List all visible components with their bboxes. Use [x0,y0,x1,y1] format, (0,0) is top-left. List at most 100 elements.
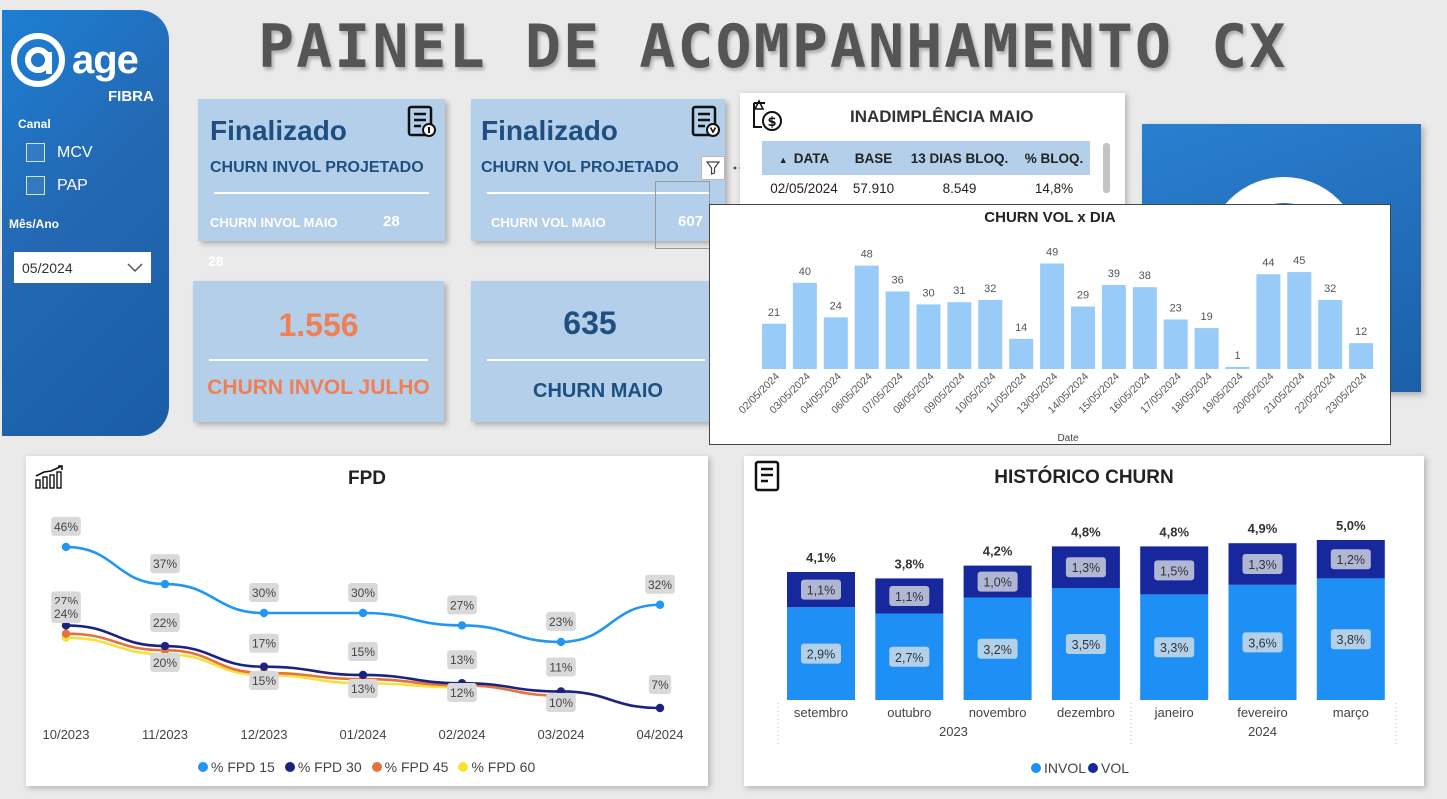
kpi-invol-julho-label: CHURN INVOL JULHO [207,376,430,399]
column-header-pct-bloq[interactable]: % BLOQ. [1018,141,1090,175]
total-label: 4,1% [806,550,836,565]
data-label: 24% [54,607,78,621]
logo-subtext: FIBRA [108,88,154,105]
bar [1349,343,1374,369]
data-point [259,608,269,618]
data-label-bg [1065,557,1106,578]
data-label: 22% [153,616,177,630]
total-label: 4,8% [1071,524,1101,539]
legend-fpd60[interactable]: % FPD 60 [458,759,535,775]
historico-churn-panel: HISTÓRICO CHURN 2,9% 1,1% 4,1% setembro 2,7%… [744,456,1424,786]
mes-ano-dropdown[interactable]: 05/2024 [14,252,151,283]
x-tick-label: 03/2024 [538,727,585,742]
data-label: 19 [1200,311,1212,323]
invol-maio-label: CHURN INVOL MAIO [210,215,338,230]
data-label-bg [648,675,672,694]
vol-status: Finalizado [481,115,618,146]
churn-vol-dia-panel: CHURN VOL x DIA 21 02/05/2024 40 03/05/2024… [709,204,1391,445]
sidebar: age FIBRA Canal MCV PAP Mês/Ano 05/2024 [2,10,169,436]
data-label-bg [447,650,477,670]
bar [1287,272,1312,369]
bar [1040,263,1065,369]
divider [487,192,709,194]
pap-label: PAP [57,176,88,194]
x-tick-label: fevereiro [1237,705,1288,720]
column-header-dias-bloq[interactable]: 13 DIAS BLOQ. [901,141,1018,175]
filter-button[interactable] [701,156,725,180]
pap-checkbox[interactable] [26,176,45,195]
historico-legend: INVOL VOL [1031,760,1129,776]
x-tick-label: setembro [794,705,848,720]
bar [762,323,786,369]
x-tick-label: dezembro [1057,705,1115,720]
legend-invol[interactable]: INVOL [1031,760,1086,776]
data-label-bg [889,586,930,606]
bar [916,304,941,369]
data-point [457,621,467,630]
legend-fpd45[interactable]: % FPD 45 [371,759,448,775]
data-label-bg [977,571,1018,592]
data-point [358,670,368,680]
data-label: 11% [549,660,572,674]
vol-maio-value: 607 [678,213,704,230]
data-label: 14 [1015,322,1027,334]
total-label: 4,8% [1159,524,1189,539]
data-label: 2,9% [807,648,836,662]
divider [214,192,429,194]
data-label: 30 [922,287,934,299]
data-label: 29 [1077,290,1089,302]
column-header-base[interactable]: BASE [846,141,901,175]
divider [209,359,428,361]
column-header-data[interactable]: ▲ DATA [762,141,846,175]
data-label: 3,3% [1160,641,1189,655]
x-tick-label: janeiro [1154,705,1194,720]
data-label-bg [546,657,576,677]
page-title: PAINEL DE ACOMPANHAMENTO CX [258,12,1288,82]
data-point [160,579,170,589]
legend-fpd15[interactable]: % FPD 15 [198,759,275,775]
data-label: 1 [1234,350,1240,362]
group-label: 2023 [939,724,968,739]
bar [792,282,817,369]
document-icon [407,105,436,137]
card-churn-maio: 635 CHURN MAIO [471,281,725,422]
data-label: 46% [54,520,78,534]
data-label: 1,2% [1337,553,1366,567]
data-label-bg [1154,637,1195,658]
data-label: 32 [1324,283,1336,295]
x-tick-label: 04/2024 [637,727,684,742]
data-label-bg [1242,632,1283,653]
inadimplencia-title: INADIMPLÊNCIA MAIO [850,107,1034,126]
card-churn-invol-projetado: Finalizado CHURN INVOL PROJETADO CHURN I… [198,99,445,241]
data-point [160,641,170,651]
data-label-bg [1330,549,1371,570]
mcv-checkbox[interactable] [26,143,45,162]
data-label: 3,5% [1072,638,1101,652]
data-point [358,608,368,618]
bar [1132,287,1157,369]
historico-title: HISTÓRICO CHURN [994,467,1174,488]
data-label-bg [546,611,576,631]
legend-fpd30[interactable]: % FPD 30 [284,759,362,775]
data-label: 12 [1355,326,1367,338]
data-label-bg [1154,560,1195,581]
canal-option-mcv[interactable]: MCV [26,143,93,162]
bar [1163,319,1188,369]
canal-option-pap[interactable]: PAP [26,176,88,195]
scrollbar[interactable] [1103,143,1110,193]
data-point [556,637,566,647]
growth-chart-icon [35,465,63,489]
svg-text:$: $ [767,115,776,130]
money-warning-icon: $ [753,99,782,131]
kpi-invol-julho-value: 1.556 [278,307,359,343]
data-label: 15% [351,645,375,659]
x-tick-label: novembro [969,705,1027,720]
total-label: 4,2% [983,544,1013,559]
data-label: 27% [450,598,474,612]
cell-data: 02/05/2024 [770,181,838,196]
data-label-bg [889,646,930,667]
bar [885,291,910,369]
chevron-down-icon [127,262,143,272]
canal-label: Canal [18,117,51,131]
legend-vol[interactable]: VOL [1088,760,1129,776]
